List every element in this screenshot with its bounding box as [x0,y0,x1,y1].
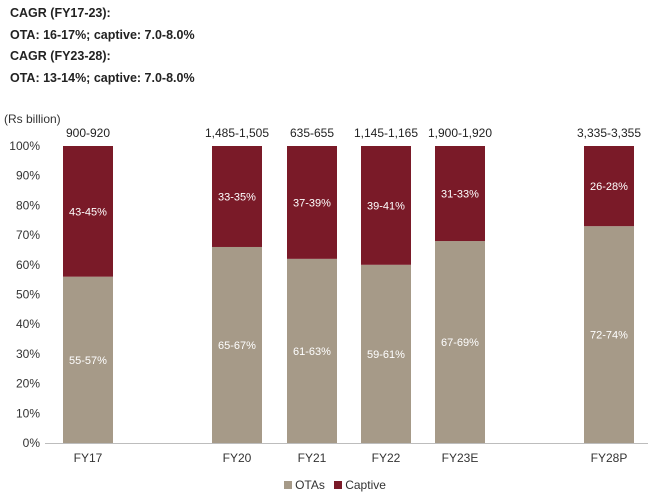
bar-total-label: 900-920 [66,126,110,140]
bar-segment-label: 39-41% [367,200,405,212]
y-tick-label: 100% [9,139,40,153]
bar-segment-label: 37-39% [293,197,331,209]
bar-segment-label: 33-35% [218,191,256,203]
bar-total-label: 1,145-1,165 [354,126,418,140]
x-category-label: FY28P [591,451,628,465]
x-category-label: FY21 [298,451,327,465]
legend-item-captive: Captive [334,478,386,492]
bar-segment-captive [361,146,411,265]
y-axis-unit-label: (Rs billion) [4,112,61,126]
y-tick-label: 40% [16,317,40,331]
bar-segment-captive [584,146,634,227]
legend: OTAs Captive [0,478,670,492]
bars: 55-57% 43-45% 900-920 65-67% 33-35% 1,485-1,5… [63,126,641,443]
legend-swatch-otas [284,481,293,489]
bar-segment-captive [212,146,262,247]
y-tick-label: 20% [16,377,40,391]
bar-segment-otas [361,264,411,443]
x-category-label: FY17 [74,451,103,465]
y-tick-label: 90% [16,169,40,183]
legend-swatch-captive [334,481,343,489]
x-category-label: FY23E [442,451,479,465]
x-axis: FY17 FY20 FY21 FY22 FY23E FY28P [45,443,648,465]
bar-segment-label: 43-45% [69,206,107,218]
legend-label-captive: Captive [345,478,386,492]
y-tick-label: 10% [16,406,40,420]
bar-segment-label: 67-69% [441,337,479,349]
y-tick-label: 60% [16,258,40,272]
bar-segment-otas [212,246,262,443]
bar-segment-label: 31-33% [441,189,479,201]
bar-segment-label: 59-61% [367,349,405,361]
stacked-bar-chart: (Rs billion) 0% 10% 20% 30% 40% 50% 60% 70% 80% 9… [4,112,648,465]
y-tick-label: 30% [16,347,40,361]
bar-segment-captive [435,146,485,242]
y-axis: 0% 10% 20% 30% 40% 50% 60% 70% 80% 90% 100% [9,139,40,450]
legend-label-otas: OTAs [295,478,325,492]
note-line: CAGR (FY23-28): [10,49,111,63]
bar-segment-label: 61-63% [293,346,331,358]
bar-segment-otas [584,226,634,443]
note-line: OTA: 16-17%; captive: 7.0-8.0% [10,27,195,42]
cagr-notes: CAGR (FY17-23): OTA: 16-17%; captive: 7.… [10,3,195,89]
bar-segment-label: 26-28% [590,181,628,193]
legend-item-otas: OTAs [284,478,325,492]
y-tick-label: 0% [23,436,41,450]
y-tick-label: 80% [16,198,40,212]
x-category-label: FY20 [223,451,252,465]
bar-total-label: 3,335-3,355 [577,126,641,140]
bar-segment-label: 72-74% [590,330,628,342]
x-category-label: FY22 [372,451,401,465]
note-line: OTA: 13-14%; captive: 7.0-8.0% [10,70,195,85]
bar-segment-label: 55-57% [69,355,107,367]
y-tick-label: 50% [16,288,40,302]
bar-segment-otas [63,276,113,443]
bar-segment-otas [287,258,337,443]
bar-segment-captive [287,146,337,259]
note-line: CAGR (FY17-23): [10,6,111,20]
bar-segment-label: 65-67% [218,340,256,352]
bar-total-label: 1,900-1,920 [428,126,492,140]
bar-segment-otas [435,241,485,443]
bar-segment-captive [63,146,113,277]
y-tick-label: 70% [16,228,40,242]
bar-total-label: 635-655 [290,126,334,140]
bar-total-label: 1,485-1,505 [205,126,269,140]
